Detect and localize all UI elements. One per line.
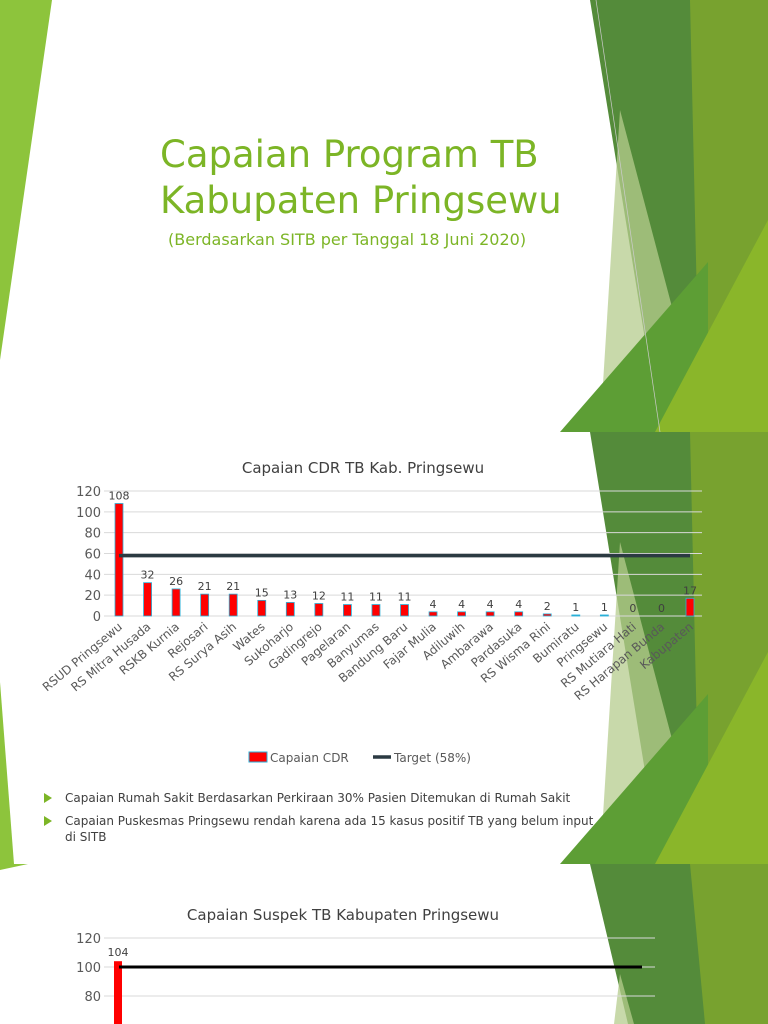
data-label: 108 xyxy=(109,490,130,503)
slide-decoration xyxy=(0,864,768,1024)
data-label: 32 xyxy=(141,569,155,582)
y-tick-label: 100 xyxy=(76,506,101,521)
suspek-chart: Capaian Suspek TB Kabupaten Pringsewu 80… xyxy=(76,906,655,1024)
y-tick-label: 100 xyxy=(76,961,101,976)
cdr-chart: Capaian CDR TB Kab. Pringsewu 0204060801… xyxy=(40,459,702,765)
y-tick-label: 120 xyxy=(76,932,101,947)
bar xyxy=(485,611,495,617)
data-label: 11 xyxy=(369,591,383,604)
data-label: 21 xyxy=(198,580,212,593)
data-label: 26 xyxy=(169,575,183,588)
bullet-arrow-icon xyxy=(44,793,52,803)
bar xyxy=(171,588,181,617)
data-label: 15 xyxy=(255,586,269,599)
bar xyxy=(200,593,210,617)
bar xyxy=(514,611,524,617)
data-label: 0 xyxy=(629,602,636,615)
slide-suspek-chart: Capaian Suspek TB Kabupaten Pringsewu 80… xyxy=(0,864,768,1024)
data-label: 1 xyxy=(601,601,608,614)
slide-title: Capaian Program TB Kabupaten Pringsewu (… xyxy=(0,0,768,432)
data-label: 4 xyxy=(458,598,465,611)
title-line-2: Kabupaten Pringsewu xyxy=(160,179,562,222)
y-tick-label: 80 xyxy=(84,990,101,1005)
data-label: 17 xyxy=(683,584,697,597)
legend-label: Target (58%) xyxy=(393,751,471,765)
y-tick-label: 20 xyxy=(84,589,101,604)
chart-title: Capaian CDR TB Kab. Pringsewu xyxy=(242,459,484,477)
data-label: 1 xyxy=(572,601,579,614)
bar xyxy=(143,582,152,617)
bar xyxy=(114,961,122,1024)
data-label: 4 xyxy=(487,598,494,611)
data-label: 13 xyxy=(283,588,297,601)
data-label: 12 xyxy=(312,590,326,603)
bar xyxy=(285,602,295,617)
bullet-item: Capaian Puskesmas Pringsewu rendah karen… xyxy=(44,813,604,845)
bar xyxy=(228,593,238,617)
bar xyxy=(314,603,324,617)
y-tick-label: 0 xyxy=(93,610,101,625)
bar xyxy=(542,613,552,617)
bullet-list: Capaian Rumah Sakit Berdasarkan Perkiraa… xyxy=(44,790,604,852)
bar xyxy=(257,599,267,617)
slide-cdr-chart: Capaian CDR TB Kab. Pringsewu 0 20 40 60 80 1… xyxy=(0,432,768,864)
data-label: 2 xyxy=(544,600,551,613)
data-label: 11 xyxy=(398,591,412,604)
bar xyxy=(685,597,695,617)
data-label: 4 xyxy=(430,598,437,611)
data-label: 0 xyxy=(658,602,665,615)
legend-label: Capaian CDR xyxy=(270,751,349,765)
slide-decoration xyxy=(0,432,768,864)
slide-subtitle: (Berdasarkan SITB per Tanggal 18 Juni 20… xyxy=(168,230,527,249)
bar xyxy=(457,611,467,617)
bar xyxy=(400,604,409,617)
chart-title: Capaian Suspek TB Kabupaten Pringsewu xyxy=(187,906,499,924)
y-tick-label: 40 xyxy=(84,568,101,583)
bullet-arrow-icon xyxy=(44,816,52,826)
data-label: 4 xyxy=(515,598,522,611)
slide-title-text: Capaian Program TB Kabupaten Pringsewu xyxy=(160,132,562,224)
data-label: 104 xyxy=(108,946,129,959)
bullet-item: Capaian Rumah Sakit Berdasarkan Perkiraa… xyxy=(44,790,604,806)
bar xyxy=(371,604,381,617)
legend-swatch-bar xyxy=(248,751,268,763)
y-tick-label: 60 xyxy=(84,548,101,563)
bar xyxy=(599,614,609,617)
data-label: 21 xyxy=(226,580,240,593)
data-label: 11 xyxy=(340,591,354,604)
slide-decoration xyxy=(0,0,768,432)
title-line-1: Capaian Program TB xyxy=(160,133,539,176)
bar xyxy=(571,614,581,617)
bar xyxy=(428,611,438,617)
y-tick-label: 120 xyxy=(76,485,101,500)
bar xyxy=(342,604,352,617)
y-tick-label: 80 xyxy=(84,527,101,542)
bar xyxy=(114,503,124,617)
